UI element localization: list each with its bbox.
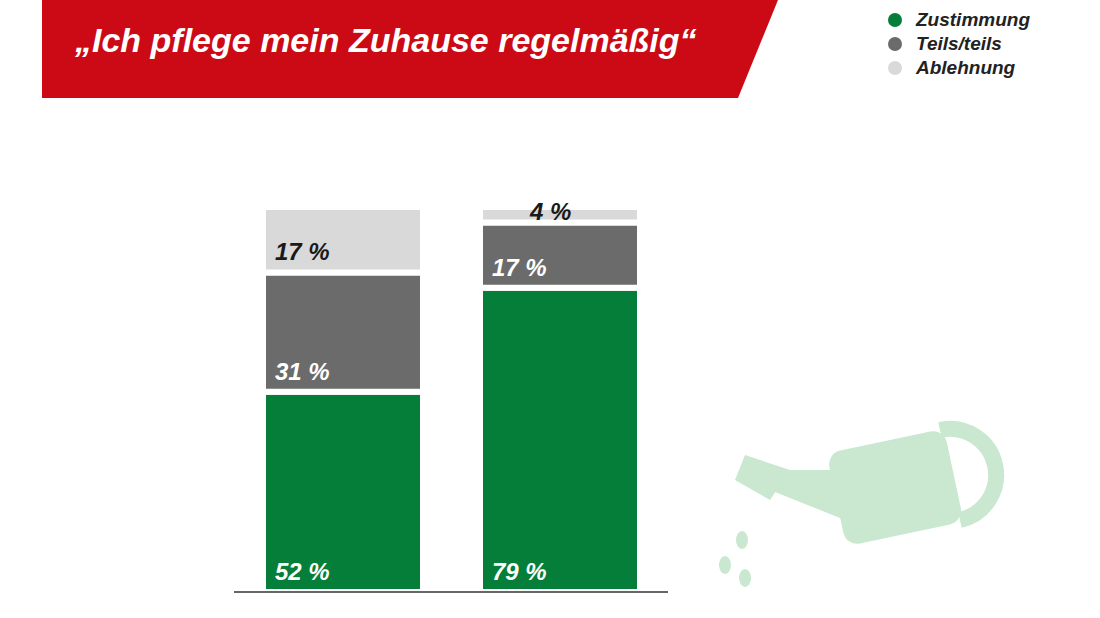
svg-text:52 %: 52 % bbox=[275, 558, 330, 585]
svg-text:17 %: 17 % bbox=[275, 238, 330, 265]
svg-text:31 %: 31 % bbox=[275, 358, 330, 385]
svg-text:17 %: 17 % bbox=[492, 254, 547, 281]
svg-text:79 %: 79 % bbox=[492, 558, 547, 585]
svg-text:„Ich pflege mein Zuhause regel: „Ich pflege mein Zuhause regelmäßig“ bbox=[74, 21, 697, 59]
html-text:Zustimmung: Zustimmung bbox=[916, 9, 1030, 30]
svg-text:4 %: 4 % bbox=[529, 198, 571, 225]
html-text:Teils/teils: Teils/teils bbox=[916, 33, 1002, 54]
html-text:Ablehnung: Ablehnung bbox=[916, 57, 1016, 78]
